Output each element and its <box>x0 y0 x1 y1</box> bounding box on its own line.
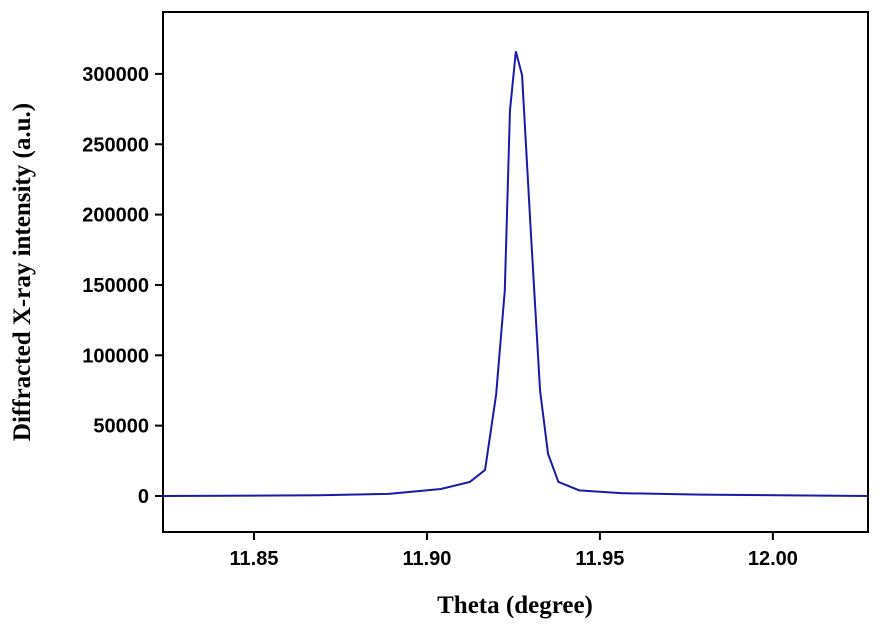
data-line <box>162 51 869 497</box>
x-tick-label: 11.95 <box>575 548 624 570</box>
plot-frame <box>162 11 869 533</box>
y-tick-label: 0 <box>138 486 149 508</box>
y-tick-label: 300000 <box>82 64 149 86</box>
y-tick-label: 100000 <box>82 345 149 367</box>
y-tick-label: 150000 <box>82 275 149 297</box>
x-tick-label: 11.85 <box>230 548 279 570</box>
y-tick-label: 200000 <box>82 205 149 227</box>
x-axis-label: Theta (degree) <box>437 592 593 619</box>
x-tick-label: 12.00 <box>748 548 798 570</box>
y-axis-label: Diffracted X-ray intensity (a.u.) <box>9 103 36 441</box>
x-tick-label: 11.90 <box>402 548 451 570</box>
y-tick-label: 50000 <box>93 416 149 438</box>
y-tick-label: 250000 <box>82 134 149 156</box>
